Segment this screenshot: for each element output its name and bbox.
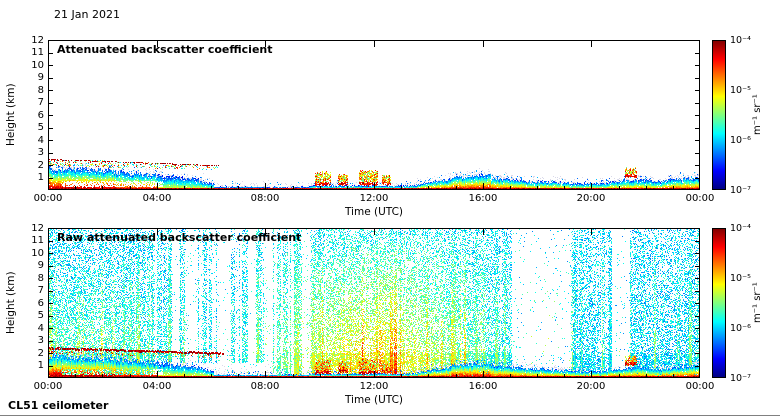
- x-tick-label: 00:00: [685, 381, 715, 392]
- x-tick-label: 04:00: [142, 381, 172, 392]
- y-tick-label: 9: [37, 72, 44, 83]
- y-tick-label: 6: [37, 109, 44, 121]
- x-tick-label: 20:00: [576, 193, 606, 204]
- y-tick-label: 3: [37, 335, 44, 346]
- y-tick-label: 2: [37, 159, 44, 171]
- y-tick-label: 6: [37, 297, 44, 309]
- y-axis-label-attenuated: Height (km): [5, 83, 17, 147]
- colorbar-tick-label: 10⁻⁴: [730, 35, 751, 46]
- x-axis-label-attenuated: Time (UTC): [344, 206, 404, 218]
- y-axis-ticks: 1 2 3 4 5 6 7 8 9 10 11 12: [22, 223, 44, 378]
- colorbar-tick-label: 10⁻⁷: [730, 185, 751, 196]
- y-tick-label: 1: [37, 172, 44, 183]
- instrument-label: CL51 ceilometer: [8, 399, 109, 412]
- x-tick-label: 00:00: [33, 193, 63, 204]
- y-tick-label: 12: [31, 34, 44, 46]
- y-tick-label: 4: [37, 322, 44, 334]
- x-axis-ticks: 00:00 04:00 08:00 12:00 16:00 20:00 00:00: [34, 193, 715, 205]
- x-axis-ticks: 00:00 04:00 08:00 12:00 16:00 20:00 00:00: [34, 381, 715, 393]
- colorbar-attenuated: [712, 40, 726, 190]
- attenuated-backscatter-heatmap: [48, 40, 700, 190]
- date-label: 21 Jan 2021: [54, 8, 120, 21]
- y-tick-label: 10: [31, 247, 44, 259]
- y-tick-label: 10: [31, 59, 44, 71]
- y-tick-label: 11: [31, 47, 44, 58]
- x-tick-label: 16:00: [468, 381, 498, 392]
- y-tick-label: 7: [37, 285, 44, 296]
- panel-title-raw: Raw attenuated backscatter coefficient: [57, 231, 302, 244]
- x-tick-label: 08:00: [250, 193, 280, 204]
- x-axis-label-raw: Time (UTC): [344, 394, 404, 406]
- colorbar-tick-label: 10⁻⁴: [730, 223, 751, 234]
- x-tick-label: 12:00: [359, 193, 389, 204]
- panel-title-attenuated: Attenuated backscatter coefficient: [57, 43, 273, 56]
- y-axis-label-raw: Height (km): [5, 271, 17, 335]
- y-axis-ticks: 1 2 3 4 5 6 7 8 9 10 11 12: [22, 35, 44, 190]
- colorbar-tick-label: 10⁻⁶: [730, 135, 751, 146]
- x-tick-label: 04:00: [142, 193, 172, 204]
- y-tick-label: 8: [37, 272, 44, 284]
- y-tick-label: 5: [37, 310, 44, 321]
- x-tick-label: 12:00: [359, 381, 389, 392]
- x-tick-label: 20:00: [576, 381, 606, 392]
- colorbar-tick-label: 10⁻⁵: [730, 273, 751, 284]
- bottom-divider: [0, 415, 780, 416]
- y-tick-label: 11: [31, 235, 44, 246]
- y-tick-label: 3: [37, 147, 44, 158]
- x-tick-label: 08:00: [250, 381, 280, 392]
- y-tick-label: 12: [31, 222, 44, 234]
- colorbar-tick-label: 10⁻⁵: [730, 85, 751, 96]
- y-tick-label: 1: [37, 360, 44, 371]
- y-tick-label: 7: [37, 97, 44, 108]
- raw-backscatter-heatmap: [48, 228, 700, 378]
- x-tick-label: 00:00: [685, 193, 715, 204]
- x-tick-label: 00:00: [33, 381, 63, 392]
- colorbar-tick-label: 10⁻⁷: [730, 373, 751, 384]
- y-tick-label: 5: [37, 122, 44, 133]
- colorbar-raw: [712, 228, 726, 378]
- colorbar-ticks: 10⁻⁴ 10⁻⁵ 10⁻⁶ 10⁻⁷: [728, 35, 764, 196]
- colorbar-tick-label: 10⁻⁶: [730, 323, 751, 334]
- y-tick-label: 2: [37, 347, 44, 359]
- x-tick-label: 16:00: [468, 193, 498, 204]
- colorbar-ticks: 10⁻⁴ 10⁻⁵ 10⁻⁶ 10⁻⁷: [728, 223, 764, 384]
- y-tick-label: 4: [37, 134, 44, 146]
- y-tick-label: 8: [37, 84, 44, 96]
- y-tick-label: 9: [37, 260, 44, 271]
